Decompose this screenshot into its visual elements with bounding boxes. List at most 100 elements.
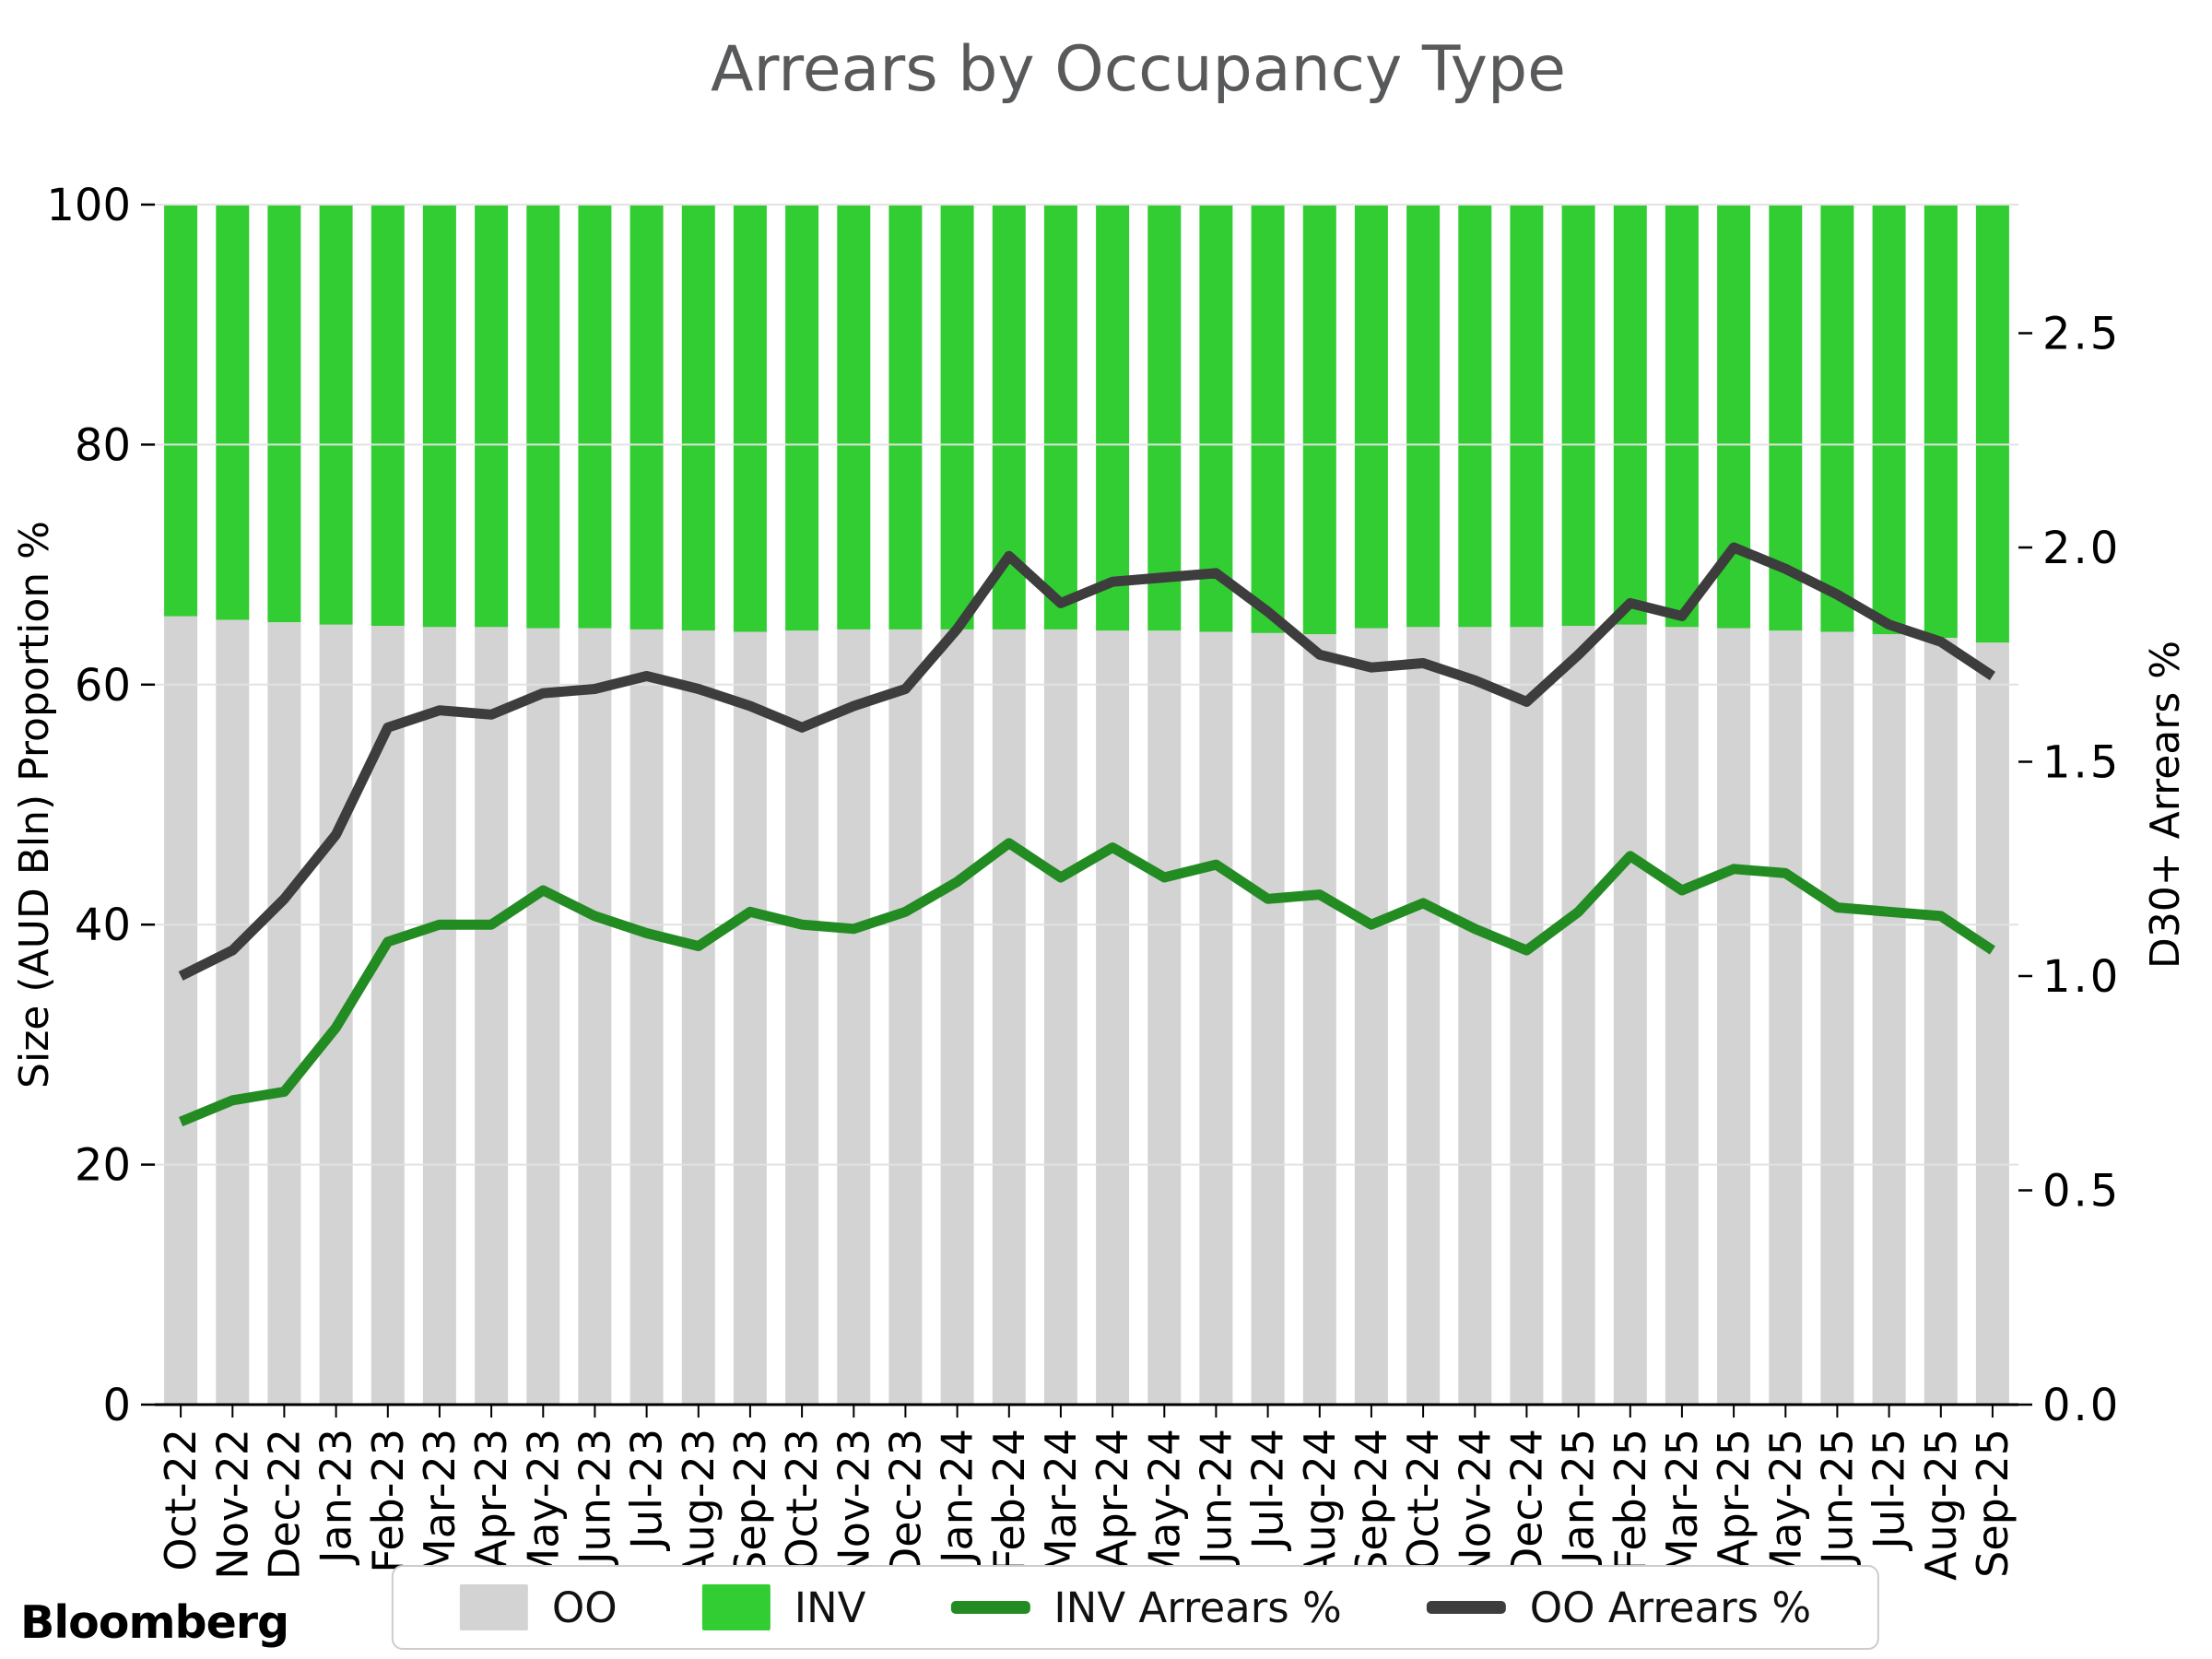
oo-bar	[1769, 630, 1803, 1405]
oo-arrears-line-icon	[1426, 1601, 1506, 1614]
x-tick-label: Aug-25	[1916, 1429, 1966, 1581]
oo-bar	[267, 622, 301, 1405]
inv-bar	[837, 205, 871, 629]
x-tick-label: Jul-25	[1865, 1429, 1914, 1552]
oo-bar	[837, 629, 871, 1405]
x-tick-label: Jan-25	[1554, 1429, 1604, 1566]
x-tick-label: Mar-24	[1036, 1429, 1086, 1575]
x-tick-label: Dec-24	[1501, 1429, 1551, 1580]
inv-bar	[681, 205, 715, 631]
oo-bar	[164, 616, 198, 1405]
inv-bar	[1251, 205, 1285, 633]
x-tick-label: Sep-23	[725, 1429, 775, 1578]
oo-bar	[1924, 638, 1958, 1405]
x-tick-label: Aug-24	[1295, 1429, 1345, 1581]
x-tick-label: Mar-25	[1657, 1429, 1707, 1575]
inv-bar	[1924, 205, 1958, 638]
legend-item-oo-arrears: OO Arrears %	[1426, 1583, 1812, 1632]
inv-bar	[1820, 205, 1854, 632]
inv-bar	[888, 205, 923, 629]
inv-bar	[1354, 205, 1388, 629]
x-tick-label: Dec-23	[880, 1429, 930, 1580]
inv-bar	[1199, 205, 1233, 632]
oo-bar	[681, 630, 715, 1405]
oo-bar	[1406, 627, 1441, 1405]
oo-bar	[578, 628, 612, 1405]
left-tick-label: 100	[46, 180, 131, 231]
inv-bar	[940, 205, 974, 629]
bars-layer	[164, 205, 2009, 1405]
inv-bar	[1096, 205, 1130, 631]
inv-arrears-line	[178, 838, 1995, 1127]
x-tick-label: Apr-24	[1088, 1429, 1137, 1569]
inv-bar	[216, 205, 250, 620]
oo-bar	[216, 619, 250, 1405]
oo-bar	[1561, 626, 1595, 1405]
x-tick-label: Jan-24	[933, 1429, 982, 1566]
inv-bar	[1043, 205, 1077, 629]
x-tick-label: Feb-23	[363, 1429, 413, 1573]
inv-bar	[1613, 205, 1647, 625]
legend: OO INV INV Arrears % OO Arrears %	[391, 1565, 1880, 1650]
x-tick-label: Aug-23	[674, 1429, 724, 1581]
inv-bar	[371, 205, 405, 626]
right-tick-label: 2.0	[2042, 523, 2121, 574]
oo-bar	[475, 627, 509, 1405]
inv-patch-icon	[701, 1584, 771, 1630]
left-tick-label: 60	[75, 660, 131, 712]
left-tick-label: 20	[75, 1140, 131, 1192]
x-tick-label: Sep-24	[1347, 1429, 1396, 1578]
inv-arrears-line-icon	[950, 1601, 1030, 1614]
oo-bar	[1043, 629, 1077, 1405]
x-tick-label: Jul-23	[622, 1429, 672, 1552]
oo-bar	[1251, 632, 1285, 1405]
x-tick-label: Oct-23	[777, 1429, 827, 1571]
oo-bar	[1354, 628, 1388, 1405]
oo-bar	[888, 629, 923, 1405]
x-tick-label: Feb-24	[984, 1429, 1034, 1573]
x-tick-label: Feb-25	[1606, 1429, 1655, 1573]
inv-bar	[422, 205, 456, 628]
x-tick-label: Mar-23	[415, 1429, 465, 1575]
inv-bar	[267, 205, 301, 623]
lines-layer	[178, 542, 1995, 1127]
oo-bar	[1613, 624, 1647, 1405]
right-tick-labels: 0.0 0.5 1.0 1.5 2.0 2.5	[2042, 309, 2121, 1432]
x-tick-label: Jan-23	[312, 1429, 361, 1566]
oo-bar	[422, 627, 456, 1405]
right-axis-label: D30+ Arrears %	[2142, 641, 2189, 969]
oo-bar	[1665, 627, 1699, 1405]
legend-label-inv: INV	[794, 1583, 866, 1632]
right-tick-label: 2.5	[2042, 309, 2121, 360]
inv-bar	[785, 205, 819, 631]
legend-label-oo-arrears: OO Arrears %	[1529, 1583, 1812, 1632]
left-tick-labels: 0 20 40 60 80 100	[46, 180, 131, 1431]
legend-label-inv-arrears: INV Arrears %	[1053, 1583, 1342, 1632]
x-tick-label: Nov-22	[207, 1429, 257, 1580]
x-tick-label: Jul-24	[1243, 1429, 1293, 1552]
inv-bar	[733, 205, 767, 632]
x-tick-label: Jun-25	[1812, 1429, 1862, 1567]
x-tick-label: Apr-23	[466, 1429, 516, 1569]
right-tick-label: 0.5	[2042, 1166, 2121, 1218]
chart-title: Arrears by Occupancy Type	[711, 33, 1566, 106]
legend-item-inv: INV	[701, 1583, 866, 1632]
inv-bar	[1302, 205, 1336, 635]
oo-bar	[1510, 627, 1544, 1405]
x-tick-label: May-25	[1760, 1429, 1810, 1584]
inv-bar	[1406, 205, 1441, 628]
inv-bar	[1561, 205, 1595, 626]
axes-layer	[141, 203, 2032, 1418]
right-tick-label: 1.0	[2042, 951, 2121, 1003]
oo-bar	[1199, 631, 1233, 1405]
left-tick-label: 0	[102, 1380, 131, 1431]
left-tick-label: 40	[75, 900, 131, 951]
oo-bar	[1302, 634, 1336, 1405]
inv-bar	[1975, 205, 2009, 643]
oo-bar	[1458, 627, 1492, 1405]
inv-bar	[578, 205, 612, 629]
x-tick-labels: Oct-22 Nov-22 Dec-22 Jan-23 Feb-23 Mar-23 Apr-…	[156, 1429, 2018, 1584]
inv-bar	[1872, 205, 1906, 635]
x-tick-label: Jun-23	[570, 1429, 619, 1567]
